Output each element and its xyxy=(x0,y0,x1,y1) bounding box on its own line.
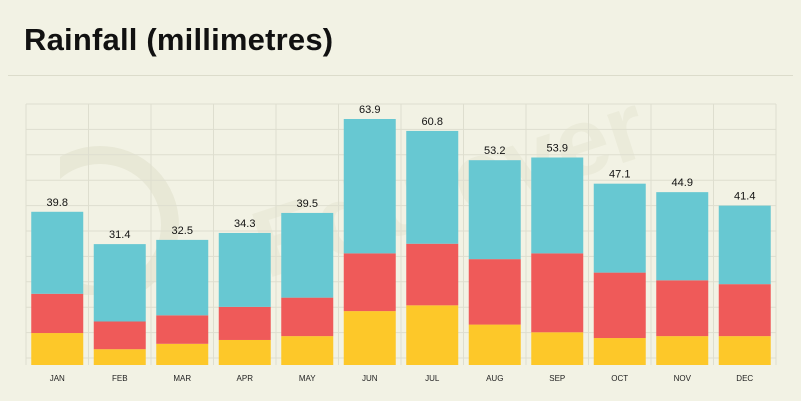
bar-segment xyxy=(343,119,396,254)
data-label: 41.4 xyxy=(734,191,755,203)
bar-nov xyxy=(656,192,709,365)
bar-segment xyxy=(718,205,771,285)
data-label: 32.5 xyxy=(172,225,193,237)
bar-segment xyxy=(468,324,521,365)
bar-segment xyxy=(218,232,271,307)
bar-segment xyxy=(281,212,334,298)
bar-segment xyxy=(31,211,84,294)
bar-segment xyxy=(31,333,84,365)
x-tick-label: JUL xyxy=(425,374,440,383)
bar-segment xyxy=(593,183,646,273)
data-label: 47.1 xyxy=(609,169,630,181)
bar-jun xyxy=(343,119,396,365)
bar-jul xyxy=(406,130,459,365)
bar-segment xyxy=(343,311,396,365)
bar-segment xyxy=(93,349,146,365)
x-tick-label: NOV xyxy=(674,374,692,383)
title-divider xyxy=(8,75,793,76)
x-tick-label: FEB xyxy=(112,374,128,383)
x-tick-label: JUN xyxy=(362,374,378,383)
x-tick-label: DEC xyxy=(736,374,753,383)
data-label: 44.9 xyxy=(672,177,693,189)
bar-segment xyxy=(531,253,584,333)
bar-segment xyxy=(343,253,396,312)
bar-feb xyxy=(93,244,146,365)
bar-sep xyxy=(531,157,584,365)
bar-segment xyxy=(656,336,709,365)
data-label: 53.2 xyxy=(484,145,505,157)
bar-segment xyxy=(656,280,709,337)
bar-segment xyxy=(31,293,84,334)
bar-segment xyxy=(593,272,646,339)
grid xyxy=(25,103,777,365)
bar-segment xyxy=(531,157,584,254)
bar-dec xyxy=(718,205,771,365)
bar-segment xyxy=(218,306,271,340)
data-label: 53.9 xyxy=(547,142,568,154)
bar-segment xyxy=(593,338,646,365)
x-tick-label: SEP xyxy=(549,374,565,383)
bar-segment xyxy=(718,336,771,365)
x-tick-label: AUG xyxy=(486,374,503,383)
bar-may xyxy=(281,212,334,365)
page-title: Rainfall (millimetres) xyxy=(24,22,334,57)
bar-segment xyxy=(468,259,521,325)
data-label: 39.5 xyxy=(297,198,318,210)
x-tick-label: OCT xyxy=(611,374,628,383)
bar-segment xyxy=(156,239,209,316)
bar-aug xyxy=(468,160,521,365)
bar-segment xyxy=(218,339,271,365)
bar-oct xyxy=(593,183,646,365)
bar-segment xyxy=(281,297,334,337)
bar-segment xyxy=(656,192,709,281)
bar-segment xyxy=(93,321,146,350)
bar-segment xyxy=(406,243,459,306)
data-label: 63.9 xyxy=(359,104,380,116)
x-tick-label: APR xyxy=(237,374,254,383)
bar-segment xyxy=(281,336,334,365)
bar-segment xyxy=(93,244,146,322)
x-tick-label: MAR xyxy=(173,374,191,383)
bar-segment xyxy=(406,305,459,365)
bar-mar xyxy=(156,239,209,365)
x-tick-label: MAY xyxy=(299,374,316,383)
bar-segment xyxy=(718,284,771,337)
bar-segment xyxy=(531,332,584,365)
bar-segment xyxy=(468,160,521,260)
data-label: 31.4 xyxy=(109,229,130,241)
data-label: 60.8 xyxy=(422,116,443,128)
bar-jan xyxy=(31,211,84,365)
x-tick-label: JAN xyxy=(50,374,65,383)
bar-segment xyxy=(156,343,209,365)
data-label: 39.8 xyxy=(47,197,68,209)
bar-apr xyxy=(218,232,271,365)
bar-segment xyxy=(156,315,209,344)
bar-segment xyxy=(406,130,459,244)
data-label: 34.3 xyxy=(234,218,255,230)
